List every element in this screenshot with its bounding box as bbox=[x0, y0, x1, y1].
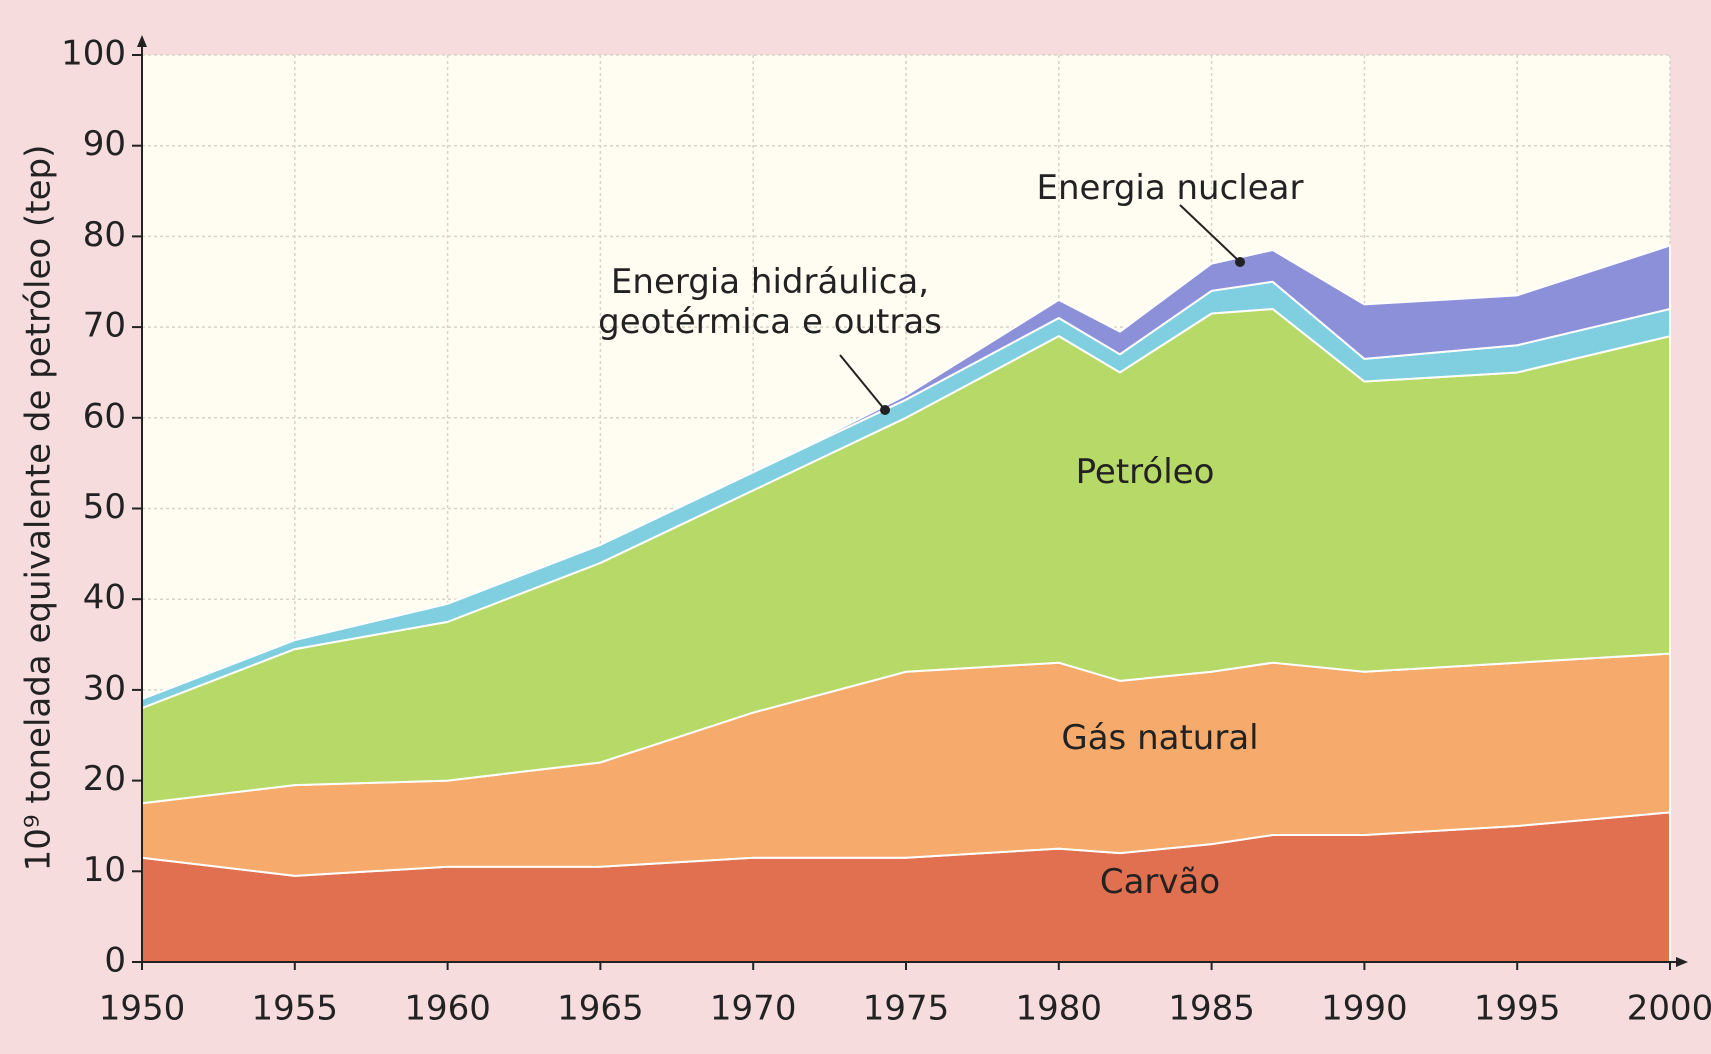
area-label: Petróleo bbox=[1075, 452, 1215, 492]
y-tick-label: 40 bbox=[83, 578, 126, 618]
y-tick-label: 70 bbox=[83, 306, 126, 346]
leader-dot bbox=[880, 405, 890, 415]
axes: 0 10 20 30 40 50 60 70 80 90 100 1950 1955 1960 1965 19… bbox=[61, 34, 1711, 1029]
x-tick-label: 2000 bbox=[1627, 989, 1711, 1029]
y-tick-label: 80 bbox=[83, 215, 126, 255]
y-tick-label: 50 bbox=[83, 487, 126, 527]
y-arrow bbox=[137, 35, 147, 47]
y-tick-label: 60 bbox=[83, 396, 126, 436]
y-tick-label: 20 bbox=[83, 759, 126, 799]
y-tick-label: 100 bbox=[61, 34, 126, 74]
x-tick-label: 1980 bbox=[1016, 989, 1103, 1029]
x-tick-label: 1960 bbox=[404, 989, 491, 1029]
area-label: Energia hidráulica, geotérmica e outras bbox=[598, 262, 942, 342]
x-tick-label: 1985 bbox=[1168, 989, 1255, 1029]
y-axis-label: 10⁹ tonelada equivalente de petróleo (te… bbox=[19, 145, 59, 872]
area-label: Energia nuclear bbox=[1036, 168, 1304, 208]
x-tick-label: 1950 bbox=[99, 989, 186, 1029]
x-tick-label: 1995 bbox=[1474, 989, 1561, 1029]
x-tick-label: 1975 bbox=[863, 989, 950, 1029]
area-label: Carvão bbox=[1099, 862, 1221, 902]
area bbox=[141, 244, 1671, 700]
leader-dot bbox=[1235, 257, 1245, 267]
x-tick-label: 1965 bbox=[557, 989, 644, 1029]
x-tick-label: 1955 bbox=[252, 989, 339, 1029]
x-tick-label: 1970 bbox=[710, 989, 797, 1029]
x-tick-label: 1990 bbox=[1321, 989, 1408, 1029]
y-tick-label: 30 bbox=[83, 668, 126, 708]
y-tick-label: 90 bbox=[83, 124, 126, 164]
y-tick-label: 0 bbox=[104, 941, 126, 981]
area-label: Gás natural bbox=[1061, 718, 1259, 758]
y-tick-label: 10 bbox=[83, 850, 126, 890]
x-arrow bbox=[1676, 957, 1688, 967]
leader-line bbox=[839, 354, 886, 411]
leader-line bbox=[1179, 204, 1241, 263]
